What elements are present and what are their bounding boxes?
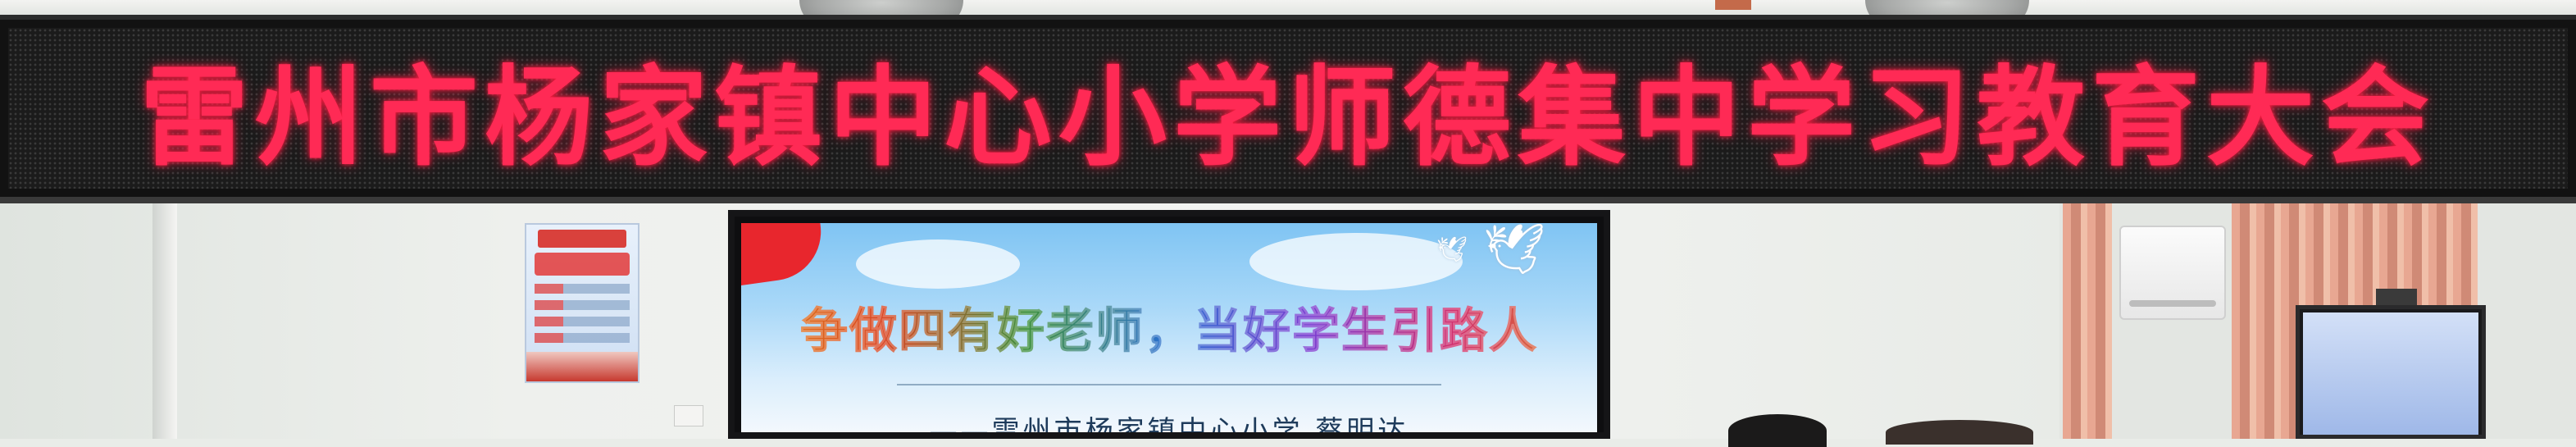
tv-mount — [2376, 289, 2417, 305]
cloud-decoration — [1249, 233, 1463, 290]
red-flag-decoration — [741, 223, 827, 287]
wall-pillar — [152, 203, 177, 439]
presentation-slide: 🕊 🕊 争做四有好老师，当好学生引路人 ——雷州市杨家镇中心小学 蔡明达 — [741, 223, 1597, 432]
power-socket — [674, 405, 703, 426]
tv-icon — [2296, 305, 2486, 439]
slide-title: 争做四有好老师，当好学生引路人 — [741, 292, 1597, 361]
audience-head — [1728, 414, 1827, 447]
led-banner: 雷州市杨家镇中心小学师德集中学习教育大会 — [0, 15, 2576, 203]
air-conditioner-icon — [2119, 226, 2226, 320]
projection-screen: 🕊 🕊 争做四有好老师，当好学生引路人 ——雷州市杨家镇中心小学 蔡明达 — [728, 210, 1610, 439]
ceiling-vent — [1715, 0, 1751, 10]
dove-icon: 🕊 — [1436, 235, 1468, 264]
cloud-decoration — [856, 239, 1020, 289]
audience-head — [1886, 420, 2033, 445]
dove-icon: 🕊 — [1483, 223, 1546, 278]
slide-divider — [897, 384, 1441, 385]
slide-author: ——雷州市杨家镇中心小学 蔡明达 — [929, 415, 1409, 432]
curtain — [2063, 203, 2112, 439]
led-banner-text: 雷州市杨家镇中心小学师德集中学习教育大会 — [140, 54, 2436, 181]
core-values-poster — [525, 223, 639, 383]
